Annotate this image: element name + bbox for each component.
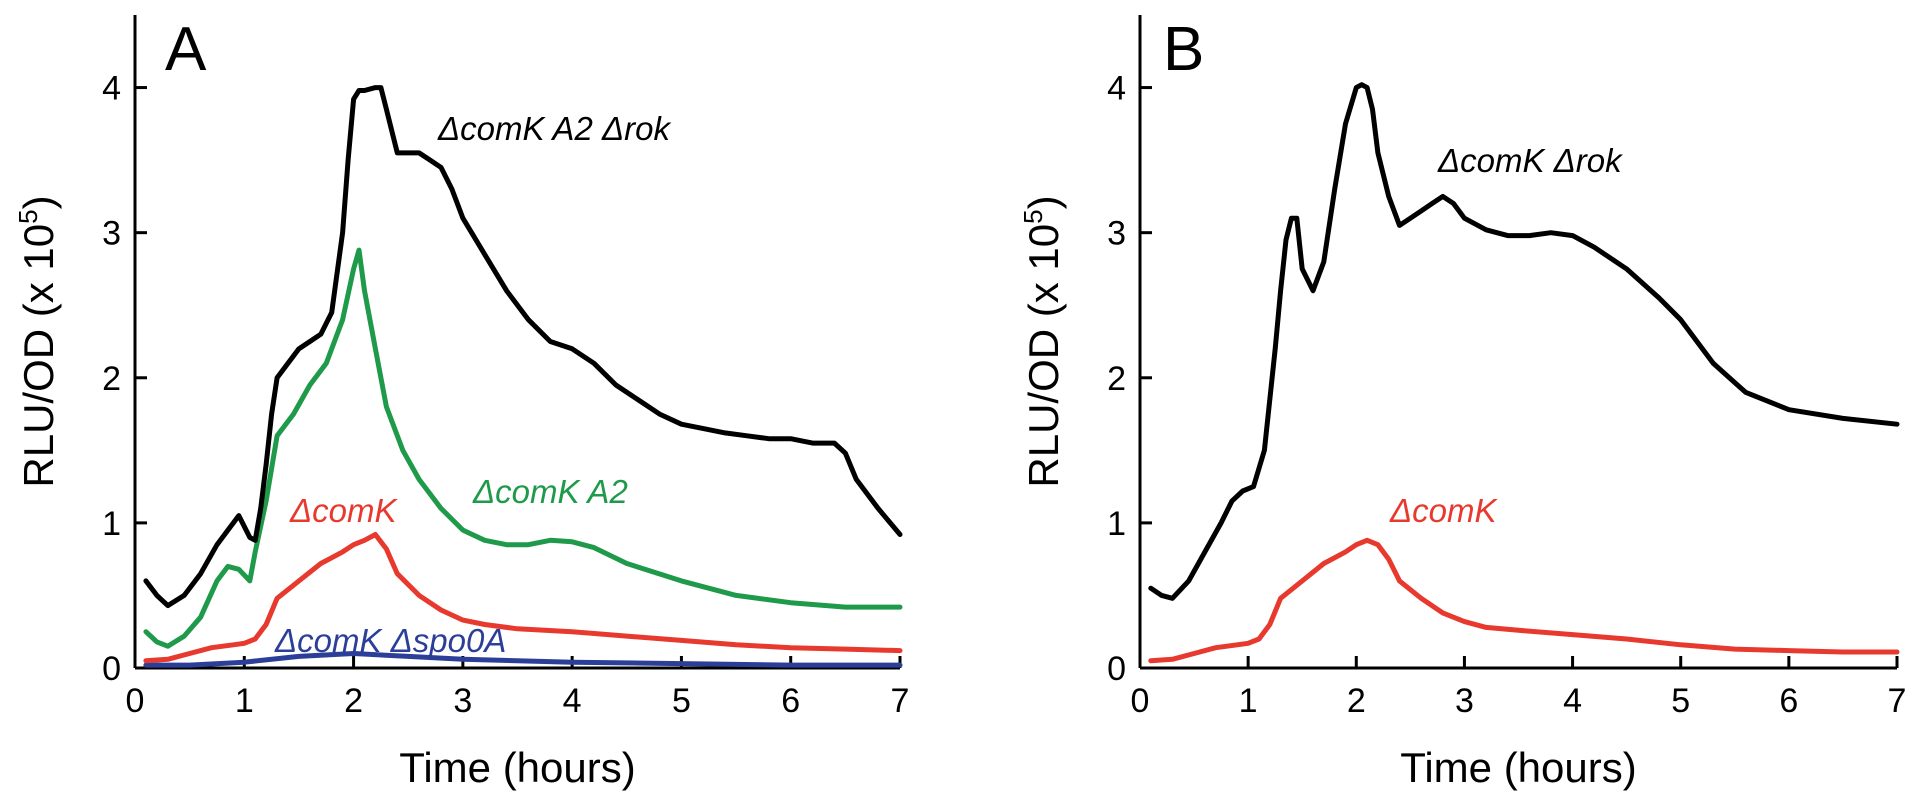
y-axis-title: RLU/OD (x 105) <box>1018 195 1067 487</box>
x-tick-label: 6 <box>781 682 800 720</box>
y-axis-title-exponent: 5 <box>13 209 43 223</box>
x-tick-label: 5 <box>1671 682 1690 720</box>
x-tick-label: 1 <box>235 682 254 720</box>
series-line <box>1148 82 1900 601</box>
series-label: ΔcomK <box>1389 492 1498 529</box>
series-line <box>1148 537 1900 664</box>
y-tick-label: 4 <box>1107 70 1126 108</box>
x-tick-label: 4 <box>1563 682 1582 720</box>
y-tick-label: 3 <box>1107 215 1126 253</box>
y-tick-label: 1 <box>1107 505 1126 543</box>
series-label: ΔcomK Δspo0A <box>274 622 506 659</box>
x-tick-label: 1 <box>1239 682 1258 720</box>
x-tick-label: 0 <box>126 682 145 720</box>
x-tick-label: 4 <box>563 682 582 720</box>
y-axis-title-base: RLU/OD (x 10 <box>1020 224 1067 488</box>
x-tick-label: 6 <box>1779 682 1798 720</box>
y-tick-label: 1 <box>102 505 121 543</box>
x-tick-label: 2 <box>1347 682 1366 720</box>
y-tick-label: 2 <box>1107 360 1126 398</box>
series-label: ΔcomK A2 Δrok <box>437 110 671 147</box>
series-label: ΔcomK <box>289 492 398 529</box>
x-tick-label: 2 <box>344 682 363 720</box>
series-label: ΔcomK Δrok <box>1437 142 1623 179</box>
y-axis-title-close: ) <box>1020 195 1067 209</box>
series-line <box>143 247 903 649</box>
series-line <box>143 85 903 609</box>
y-tick-label: 0 <box>102 650 121 688</box>
y-axis-title: RLU/OD (x 105) <box>13 195 62 487</box>
series-line <box>143 532 903 664</box>
y-tick-label: 3 <box>102 215 121 253</box>
x-axis-title: Time (hours) <box>1400 744 1636 791</box>
panel-letter: B <box>1163 15 1204 84</box>
x-tick-label: 3 <box>1455 682 1474 720</box>
y-tick-label: 0 <box>1107 650 1126 688</box>
x-tick-label: 7 <box>891 682 910 720</box>
x-tick-label: 0 <box>1131 682 1150 720</box>
y-tick-label: 4 <box>102 70 121 108</box>
x-tick-label: 7 <box>1888 682 1907 720</box>
x-tick-label: 5 <box>672 682 691 720</box>
x-tick-label: 3 <box>453 682 472 720</box>
x-axis-title: Time (hours) <box>399 744 635 791</box>
y-axis-title-base: RLU/OD (x 10 <box>15 224 62 488</box>
series-line <box>143 651 903 668</box>
y-axis-title-exponent: 5 <box>1018 209 1048 223</box>
y-axis-title-close: ) <box>15 195 62 209</box>
panel-letter: A <box>165 15 207 84</box>
series-label: ΔcomK A2 <box>472 473 628 510</box>
y-tick-label: 2 <box>102 360 121 398</box>
